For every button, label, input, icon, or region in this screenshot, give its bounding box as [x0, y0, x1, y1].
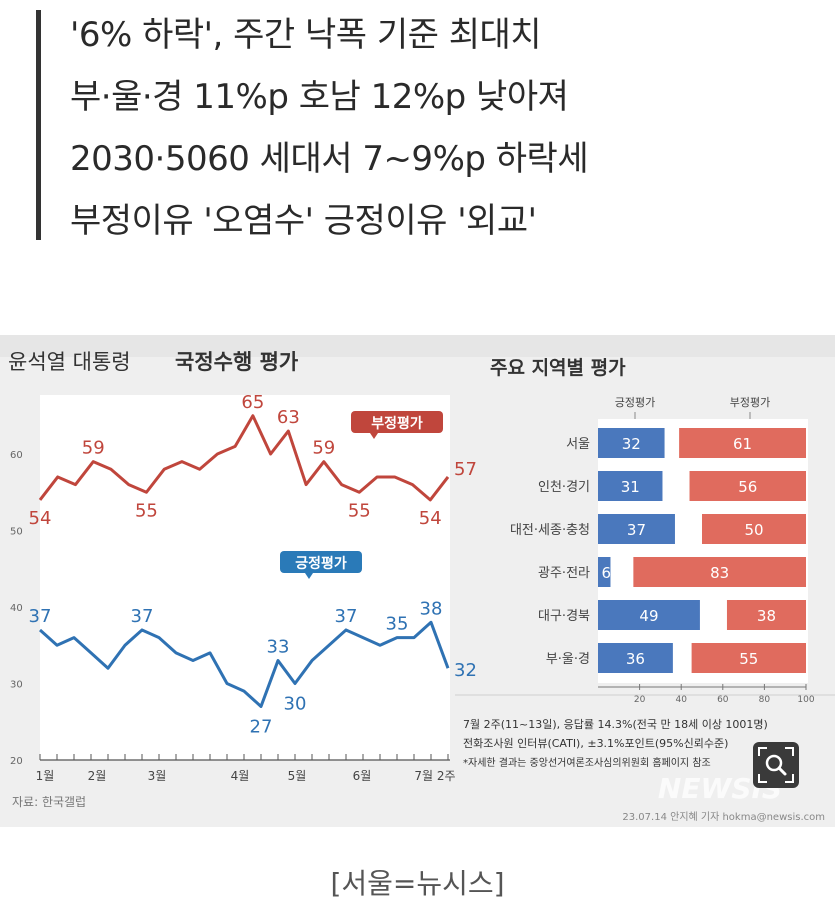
negative-eval-line — [38, 414, 450, 502]
negative-bar-value: 83 — [710, 564, 729, 582]
headline-2: 부·울·경 11%p 호남 12%p 낮아져 — [70, 77, 569, 117]
positive-bar-value: 49 — [639, 607, 658, 625]
zoom-search-icon — [758, 747, 794, 783]
source-label: 자료: 한국갤럽 — [12, 795, 86, 809]
negative-eval-data-label: 54 — [29, 508, 52, 529]
positive-eval-data-label: 33 — [267, 637, 290, 658]
region-label: 대구·경북 — [538, 609, 590, 624]
positive-eval-legend-label: 긍정평가 — [295, 555, 347, 572]
bar-plot-area — [598, 419, 808, 683]
note-line-2: 전화조사원 인터뷰(CATI), ±3.1%포인트(95%신뢰수준) — [463, 737, 728, 750]
bar-legend-negative: 부정평가 — [730, 396, 770, 409]
positive-bar-value: 31 — [621, 478, 640, 496]
line-series-group: 54 59 55 65 63 59 55 54 57 37 37 27 33 30 37 35 38 32 — [29, 392, 477, 738]
negative-bar-value: 55 — [739, 650, 758, 668]
note-line-1: 7월 2주(11~13일), 응답률 14.3%(전국 만 18세 이상 100… — [463, 717, 768, 731]
negative-bar — [633, 557, 806, 587]
positive-eval-data-label: 37 — [335, 606, 358, 627]
region-bars: 서울 32 61 인천·경기 31 56 대전·세종·충청 37 50 광주·전라 6 83 대구·경북… — [510, 428, 806, 673]
x-tick-label: 4월 — [231, 769, 250, 783]
note-line-3: *자세한 결과는 중앙선거여론조사심의위원회 홈페이지 참조 — [463, 756, 711, 769]
positive-eval-legend: 긍정평가 — [280, 551, 362, 579]
line-x-tick-labels: 1월 2월 3월 4월 5월 6월 7월 2주 — [36, 769, 456, 783]
negative-bar-value: 56 — [738, 478, 757, 496]
negative-eval-data-label: 55 — [348, 500, 371, 521]
region-label: 인천·경기 — [538, 480, 590, 495]
positive-eval-data-label: 35 — [386, 614, 409, 635]
positive-bar — [598, 557, 611, 587]
negative-eval-data-label: 54 — [419, 508, 442, 529]
positive-bar-value: 37 — [627, 521, 646, 539]
positive-bar-value: 36 — [626, 650, 645, 668]
positive-bar — [598, 428, 665, 458]
y-tick-label: 40 — [10, 603, 23, 614]
news-infographic: 윤석열 대통령 국정수행 평가 20 30 40 50 60 1월 2월 3월 4월 5월 6월 7… — [0, 335, 835, 827]
positive-bar-value: 32 — [622, 435, 641, 453]
negative-eval-data-label: 59 — [312, 438, 335, 459]
credit-line: 23.07.14 안지혜 기자 hokma@newsis.com — [622, 811, 825, 823]
negative-bar — [702, 514, 806, 544]
negative-eval-legend: 부정평가 — [351, 411, 443, 439]
x-tick-label: 5월 — [288, 769, 307, 783]
x-tick-label: 6월 — [353, 769, 372, 783]
line-y-axis: 20 30 40 50 60 — [10, 450, 23, 767]
negative-bar-value: 38 — [757, 607, 776, 625]
region-label: 부·울·경 — [546, 652, 590, 667]
positive-bar — [598, 471, 663, 501]
negative-eval-data-label: 57 — [454, 459, 477, 480]
negative-bar-value: 50 — [744, 521, 763, 539]
photo-caption: [서울=뉴시스] — [330, 867, 505, 900]
positive-eval-data-label: 37 — [131, 606, 154, 627]
positive-eval-data-label: 30 — [284, 694, 307, 715]
positive-eval-line — [38, 620, 450, 708]
bar-x-tick-label: 60 — [717, 695, 729, 705]
x-tick-label: 7월 2주 — [414, 769, 455, 783]
negative-bar — [679, 428, 806, 458]
positive-eval-data-label: 32 — [454, 660, 477, 681]
line-chart-title-part2: 국정수행 평가 — [175, 350, 299, 374]
bar-x-tick-label: 80 — [759, 695, 771, 705]
positive-bar-value: 6 — [601, 564, 611, 582]
y-tick-label: 50 — [10, 527, 23, 538]
quote-bar — [36, 10, 41, 240]
y-tick-label: 60 — [10, 450, 23, 461]
positive-eval-data-label: 27 — [250, 716, 273, 737]
positive-eval-data-label: 37 — [29, 606, 52, 627]
negative-eval-legend-label: 부정평가 — [371, 415, 423, 432]
line-x-tick-marks — [39, 754, 449, 760]
zoom-button[interactable] — [753, 742, 799, 788]
headline-4: 부정이유 '오염수' 긍정이유 '외교' — [70, 201, 537, 241]
negative-bar — [726, 600, 806, 630]
positive-bar — [598, 643, 673, 673]
positive-bar — [598, 600, 700, 630]
bar-x-tick-label: 100 — [797, 695, 814, 705]
region-label: 광주·전라 — [538, 566, 590, 581]
negative-bar — [691, 643, 806, 673]
region-label: 서울 — [566, 437, 590, 452]
x-tick-label: 2월 — [88, 769, 107, 783]
y-tick-label: 20 — [10, 756, 23, 767]
bar-x-tick-label: 20 — [634, 695, 646, 705]
headline-3: 2030·5060 세대서 7~9%p 하락세 — [70, 139, 589, 179]
negative-eval-data-label: 65 — [241, 392, 264, 413]
x-tick-label: 3월 — [148, 769, 167, 783]
region-label: 대전·세종·충청 — [510, 523, 590, 538]
x-tick-label: 1월 — [36, 769, 55, 783]
line-plot-area — [40, 395, 450, 760]
line-chart-title-part1: 윤석열 대통령 — [8, 350, 131, 374]
bar-x-tick-label: 40 — [675, 695, 687, 705]
negative-eval-data-label: 59 — [82, 438, 105, 459]
headline-1: '6% 하락', 주간 낙폭 기준 최대치 — [70, 15, 542, 55]
y-tick-label: 30 — [10, 680, 23, 691]
positive-bar — [598, 514, 675, 544]
bar-legend-positive: 긍정평가 — [615, 396, 655, 409]
negative-eval-data-label: 55 — [135, 500, 158, 521]
positive-eval-data-label: 38 — [420, 598, 443, 619]
bar-chart-title: 주요 지역별 평가 — [490, 357, 626, 379]
negative-eval-data-label: 63 — [277, 407, 300, 428]
negative-bar-value: 61 — [733, 435, 752, 453]
bar-x-axis: 20 40 60 80 100 — [598, 684, 815, 705]
negative-bar — [689, 471, 806, 501]
